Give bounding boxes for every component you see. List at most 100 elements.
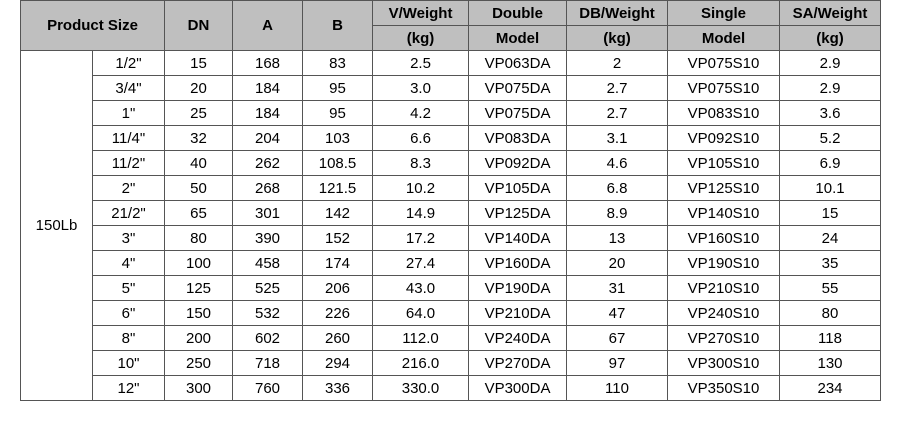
data-cell: VP190S10 xyxy=(667,250,781,276)
data-cell: 10.2 xyxy=(372,175,470,201)
data-cell: VP083S10 xyxy=(667,100,781,126)
data-cell: VP210DA xyxy=(468,300,568,326)
data-cell: 532 xyxy=(232,300,304,326)
header-cell: V/Weight xyxy=(372,0,470,26)
data-cell: 174 xyxy=(302,250,374,276)
data-cell: VP075DA xyxy=(468,75,568,101)
data-cell: 2" xyxy=(91,175,166,201)
data-cell: 8" xyxy=(91,325,166,351)
data-cell: 103 xyxy=(302,125,374,151)
data-cell: VP125S10 xyxy=(667,175,781,201)
data-cell: 2.5 xyxy=(372,50,470,76)
header-cell: Double xyxy=(468,0,568,26)
data-cell: 3.0 xyxy=(372,75,470,101)
data-row: 21/2" 65 301 142 14.9 VP125DA 8.9 VP140S10 15 xyxy=(21,200,882,226)
data-cell: 6" xyxy=(91,300,166,326)
data-cell: 21/2" xyxy=(91,200,166,226)
data-row: 10" 250 718 294 216.0 VP270DA 97 VP300S10 130 xyxy=(21,350,882,376)
header-cell: (kg) xyxy=(566,25,669,51)
data-cell: 65 xyxy=(164,200,234,226)
header-cell: DB/Weight xyxy=(566,0,669,26)
data-row: 1" 25 184 95 4.2 VP075DA 2.7 VP083S10 3.6 xyxy=(21,100,882,126)
header-cell: B xyxy=(302,0,374,51)
data-cell: 20 xyxy=(566,250,669,276)
data-cell: VP300S10 xyxy=(667,350,781,376)
data-cell: 150 xyxy=(164,300,234,326)
header-cell: SA/Weight xyxy=(779,0,882,26)
data-cell: 260 xyxy=(302,325,374,351)
group-cell: 150Lb xyxy=(20,50,93,401)
data-cell: 121.5 xyxy=(302,175,374,201)
header-cell: Single xyxy=(667,0,781,26)
table-body: 150Lb 1/2" 15 168 83 2.5 VP063DA 2 VP075S10 2.9 3/… xyxy=(20,50,882,401)
data-cell: 97 xyxy=(566,350,669,376)
data-cell: VP063DA xyxy=(468,50,568,76)
header-cell: Model xyxy=(468,25,568,51)
data-cell: 47 xyxy=(566,300,669,326)
data-cell: 294 xyxy=(302,350,374,376)
header-cell: Product Size xyxy=(19,0,166,51)
data-cell: VP160S10 xyxy=(667,225,781,251)
data-cell: 184 xyxy=(232,100,304,126)
data-row: 2" 50 268 121.5 10.2 VP105DA 6.8 VP125S10 10.1 xyxy=(21,175,882,201)
header-cell: Model xyxy=(667,25,781,51)
data-cell: 336 xyxy=(302,375,374,401)
data-cell: 31 xyxy=(566,275,669,301)
data-cell: 1/2" xyxy=(91,50,166,76)
data-cell: VP140DA xyxy=(468,225,568,251)
data-cell: 118 xyxy=(779,325,882,351)
data-cell: 525 xyxy=(232,275,304,301)
data-cell: 6.8 xyxy=(566,175,669,201)
data-cell: 330.0 xyxy=(372,375,470,401)
data-cell: 718 xyxy=(232,350,304,376)
data-row: 5" 125 525 206 43.0 VP190DA 31 VP210S10 55 xyxy=(21,275,882,301)
data-cell: VP075S10 xyxy=(667,50,781,76)
data-cell: 204 xyxy=(232,125,304,151)
data-cell: 25 xyxy=(164,100,234,126)
data-cell: VP240S10 xyxy=(667,300,781,326)
data-cell: 4.2 xyxy=(372,100,470,126)
data-cell: 95 xyxy=(302,100,374,126)
data-row: 3" 80 390 152 17.2 VP140DA 13 VP160S10 24 xyxy=(21,225,882,251)
data-cell: 43.0 xyxy=(372,275,470,301)
data-cell: 83 xyxy=(302,50,374,76)
data-cell: VP300DA xyxy=(468,375,568,401)
data-cell: VP270S10 xyxy=(667,325,781,351)
header-cell: (kg) xyxy=(779,25,882,51)
data-cell: 226 xyxy=(302,300,374,326)
data-cell: 15 xyxy=(779,200,882,226)
data-cell: 17.2 xyxy=(372,225,470,251)
data-cell: 234 xyxy=(779,375,882,401)
data-cell: 110 xyxy=(566,375,669,401)
data-cell: VP125DA xyxy=(468,200,568,226)
data-cell: 3.6 xyxy=(779,100,882,126)
data-cell: 14.9 xyxy=(372,200,470,226)
data-cell: 301 xyxy=(232,200,304,226)
header-row: Product Size DN A B V/Weight Double DB/Weight S… xyxy=(19,0,882,51)
data-cell: 206 xyxy=(302,275,374,301)
data-cell: VP105DA xyxy=(468,175,568,201)
data-cell: VP160DA xyxy=(468,250,568,276)
data-cell: 11/4" xyxy=(91,125,166,151)
data-cell: 200 xyxy=(164,325,234,351)
data-cell: 3/4" xyxy=(91,75,166,101)
data-row: 4" 100 458 174 27.4 VP160DA 20 VP190S10 35 xyxy=(21,250,882,276)
data-cell: 8.9 xyxy=(566,200,669,226)
data-cell: 64.0 xyxy=(372,300,470,326)
data-row: 3/4" 20 184 95 3.0 VP075DA 2.7 VP075S10 2.9 xyxy=(21,75,882,101)
data-cell: 602 xyxy=(232,325,304,351)
data-cell: 142 xyxy=(302,200,374,226)
data-cell: 2.9 xyxy=(779,75,882,101)
data-cell: VP210S10 xyxy=(667,275,781,301)
data-row: 11/4" 32 204 103 6.6 VP083DA 3.1 VP092S10 5.2 xyxy=(21,125,882,151)
data-cell: 8.3 xyxy=(372,150,470,176)
data-cell: VP083DA xyxy=(468,125,568,151)
data-cell: 3" xyxy=(91,225,166,251)
data-cell: 40 xyxy=(164,150,234,176)
data-cell: 24 xyxy=(779,225,882,251)
data-cell: 250 xyxy=(164,350,234,376)
data-cell: VP092S10 xyxy=(667,125,781,151)
data-cell: 6.6 xyxy=(372,125,470,151)
data-cell: 10" xyxy=(91,350,166,376)
